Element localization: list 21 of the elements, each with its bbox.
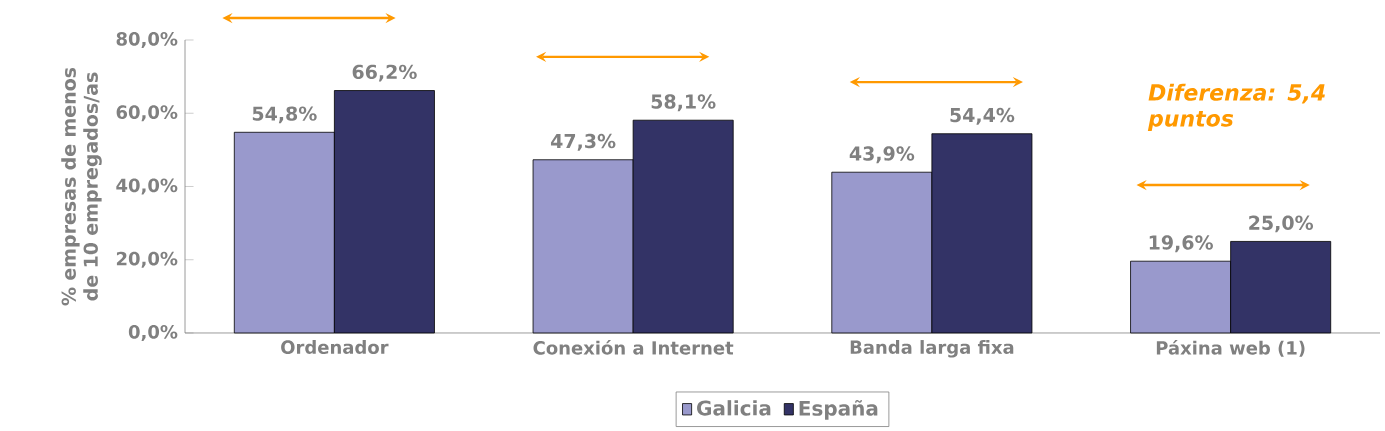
legend-label: España [799, 399, 878, 420]
x-tick-label: Conexión a Internet [533, 340, 734, 355]
y-tick-label: 20,0% [116, 251, 178, 268]
y-tick-label: 60,0% [116, 105, 178, 122]
data-label: 54,4% [950, 107, 1015, 125]
legend-label: Galicia [697, 400, 771, 416]
x-tick-label: Ordenador [281, 340, 389, 354]
data-label: 66,2% [352, 64, 417, 82]
x-tick-label: Banda larga fixa [850, 340, 1014, 358]
data-label: 54,8% [252, 106, 317, 124]
annotation: Diferenza: 5,4 puntos [1147, 83, 1325, 131]
data-label: 43,9% [849, 146, 915, 164]
y-tick-label: 0,0% [128, 325, 178, 341]
y-tick-label: 80,0% [116, 32, 178, 48]
data-label: 25,0% [1249, 215, 1314, 233]
data-label: 19,6% [1149, 235, 1213, 253]
y-tick-label: 40,0% [116, 178, 178, 195]
y-axis-title: % empresas de menos de 10 empregados/as [61, 67, 102, 306]
data-label: 58,1% [651, 94, 716, 112]
x-tick-label: Páxina web (1) [1156, 340, 1305, 357]
data-label: 47,3% [550, 133, 616, 151]
